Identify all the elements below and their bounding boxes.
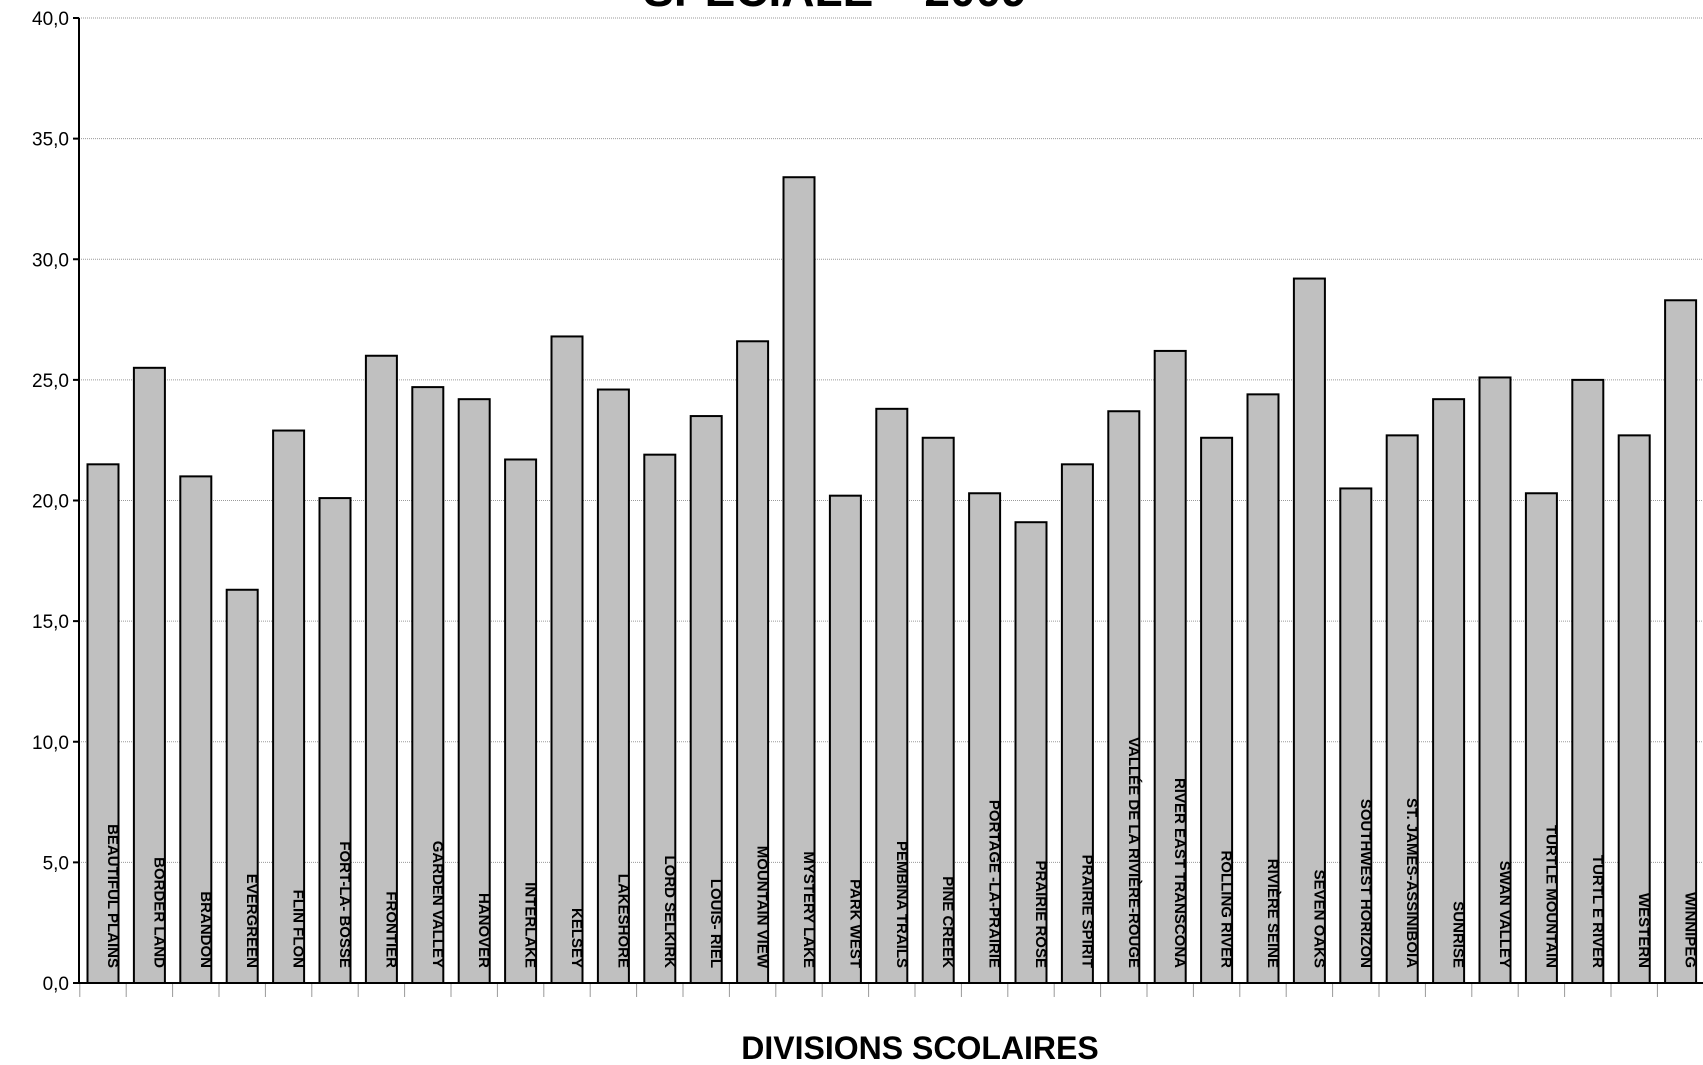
category-label: EVERGREEN <box>243 874 260 968</box>
bar <box>364 354 398 984</box>
category-label: KELSEY <box>568 908 585 968</box>
bar <box>1478 376 1512 984</box>
bar <box>1339 487 1373 984</box>
category-label: ST. JAMES-ASSINIBOIA <box>1403 798 1420 968</box>
category-label: BORDER LAND <box>150 857 167 968</box>
category-label: PORTAGE -LA-PRAIRIE <box>986 800 1003 968</box>
bar <box>411 386 445 984</box>
bar <box>457 398 491 984</box>
bar <box>689 415 723 984</box>
category-label: BRANDON <box>197 891 214 968</box>
bar <box>1385 434 1419 984</box>
bar <box>1571 378 1605 984</box>
bar <box>596 388 630 984</box>
bar <box>782 176 816 985</box>
bar <box>643 453 677 985</box>
axes <box>73 17 1703 997</box>
bar <box>225 588 259 984</box>
category-label: SEVEN OAKS <box>1310 870 1327 968</box>
category-label: PEMBINA TRAILS <box>893 841 910 968</box>
category-label: ROLLING RIVER <box>1218 850 1235 968</box>
category-label: BEAUTIFUL PLAINS <box>104 824 121 968</box>
category-label: FLIN FLON <box>290 890 307 968</box>
chart-title: SPÉCIALE – 2009 <box>643 0 1027 16</box>
bar <box>550 335 584 984</box>
category-label: LORD SELKIRK <box>661 856 678 969</box>
y-tick-label: 30,0 <box>32 250 69 271</box>
bar <box>1664 299 1698 984</box>
category-label: WINNIPEG <box>1682 892 1699 968</box>
category-label: SUNRISE <box>1450 901 1467 968</box>
y-tick-label: 25,0 <box>32 371 69 392</box>
y-tick-label: 10,0 <box>32 733 69 754</box>
category-label: INTERLAKE <box>522 882 539 968</box>
bar <box>272 429 306 985</box>
category-label: LOUIS- RIEL <box>707 879 724 968</box>
category-label: GARDEN VALLEY <box>429 841 446 968</box>
bar <box>921 436 955 984</box>
category-label: RIVER EAST TRANSCONA <box>1171 778 1188 968</box>
y-tick-label: 20,0 <box>32 492 69 513</box>
bar <box>1246 393 1280 985</box>
bar <box>736 340 770 984</box>
category-label: TURTLE MOUNTAIN <box>1542 825 1559 968</box>
category-label: LAKESHORE <box>614 874 631 968</box>
category-labels: BEAUTIFUL PLAINS BORDER LAND BRANDON EVERGR… <box>104 737 1699 969</box>
category-label: FRONTIER <box>382 891 399 968</box>
bars <box>86 176 1698 985</box>
category-label: PRAIRIE SPIRIT <box>1078 855 1095 968</box>
category-label: HANOVER <box>475 893 492 968</box>
bar <box>968 492 1002 984</box>
category-label: MYSTERY LAKE <box>800 851 817 968</box>
category-label: TURTL E RIVER <box>1589 855 1606 968</box>
category-label: SWAN VALLEY <box>1496 861 1513 968</box>
bar <box>504 458 538 984</box>
x-axis-label: DIVISIONS SCOLAIRES <box>741 1030 1098 1065</box>
category-label: VALLÉE DE LA RIVIÈRE-ROUGE <box>1125 737 1142 968</box>
bar <box>1432 398 1466 984</box>
y-tick-labels: 0,0 5,0 10,0 15,0 20,0 25,0 30,0 35,0 40,0 <box>32 9 69 995</box>
category-label: PINE CREEK <box>939 876 956 968</box>
bar <box>318 497 352 984</box>
y-tick-label: 0,0 <box>43 974 69 995</box>
category-label: WESTERN <box>1635 893 1652 968</box>
category-label: SOUTHWEST HORIZON <box>1357 799 1374 968</box>
category-label: PRAIRIE ROSE <box>1032 860 1049 968</box>
category-label: MOUNTAIN VIEW <box>754 846 771 969</box>
bar <box>86 463 120 984</box>
bar <box>1292 277 1326 984</box>
bar <box>1200 436 1234 984</box>
bar <box>1524 492 1558 984</box>
y-tick-label: 15,0 <box>32 612 69 633</box>
y-tick-label: 35,0 <box>32 130 69 151</box>
category-label: FORT-LA- BOSSE <box>336 841 353 968</box>
category-label: PARK WEST <box>846 879 863 968</box>
y-tick-label: 40,0 <box>32 9 69 30</box>
bar <box>1617 434 1651 984</box>
y-tick-label: 5,0 <box>43 853 69 874</box>
category-label: RIVIÈRE SEINE <box>1264 859 1281 968</box>
